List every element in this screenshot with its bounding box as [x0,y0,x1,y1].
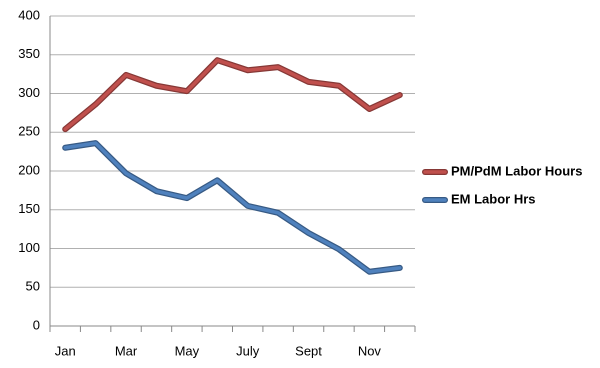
y-tick-label: 200 [18,162,40,177]
y-tick-label: 300 [18,85,40,100]
x-tick-label: Sept [295,343,322,358]
y-tick-label: 100 [18,240,40,255]
y-tick-label: 350 [18,46,40,61]
legend-label: PM/PdM Labor Hours [451,163,582,178]
legend-label: EM Labor Hrs [451,191,536,206]
y-tick-label: 250 [18,124,40,139]
x-tick-label: Nov [358,343,382,358]
y-tick-label: 150 [18,201,40,216]
y-tick-label: 400 [18,7,40,22]
series-line [63,58,402,131]
x-tick-label: Mar [115,343,138,358]
y-tick-label: 0 [33,317,40,332]
series-line [63,141,402,274]
x-tick-label: May [175,343,200,358]
x-tick-label: Jan [55,343,76,358]
x-tick-label: July [236,343,260,358]
y-tick-label: 50 [26,279,40,294]
